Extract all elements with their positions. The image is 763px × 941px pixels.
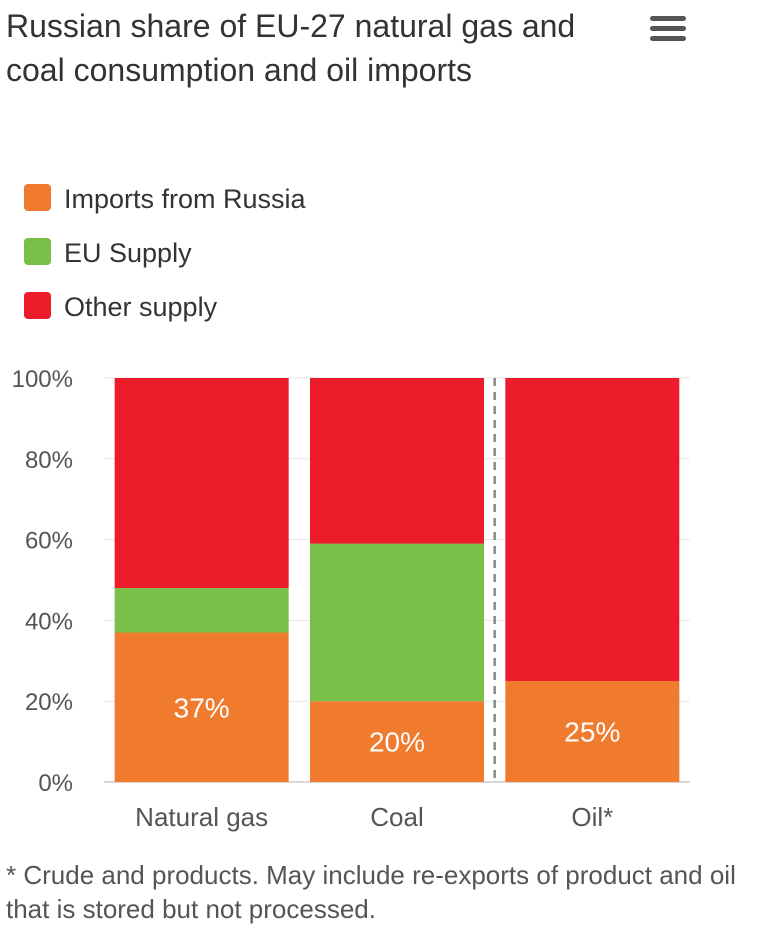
footnote: * Crude and products. May include re-exp…	[6, 860, 736, 924]
hamburger-menu-icon[interactable]	[650, 16, 686, 46]
bar-segment	[114, 378, 289, 589]
data-label: 25%	[564, 717, 620, 748]
legend-label: Imports from Russia	[64, 184, 306, 214]
stacked-bar-chart: 0% 20% 40% 60% 80% 100% 37% Natural gas 20% Coal 2…	[12, 366, 690, 832]
x-tick-label: Oil*	[571, 802, 613, 832]
y-tick-label: 20%	[25, 689, 73, 716]
legend-swatch	[24, 292, 51, 319]
y-tick-label: 0%	[38, 770, 73, 797]
y-tick-label: 100%	[12, 366, 73, 393]
legend-label: EU Supply	[64, 238, 192, 268]
legend-swatch	[24, 238, 51, 265]
bar-segment	[310, 378, 484, 544]
legend-swatch	[24, 184, 51, 211]
bar-segment	[505, 681, 680, 782]
bar-segment	[114, 588, 289, 633]
y-tick-label: 80%	[25, 447, 73, 474]
y-tick-label: 40%	[25, 608, 73, 635]
data-label: 37%	[174, 692, 230, 723]
x-tick-label: Natural gas	[135, 802, 268, 832]
legend-label: Other supply	[64, 292, 218, 322]
y-tick-label: 60%	[25, 528, 73, 555]
bar-segment	[310, 701, 484, 782]
bar-segment	[505, 378, 680, 681]
bar-segment	[114, 632, 289, 782]
chart-title: Russian share of EU-27 natural gas and c…	[6, 8, 576, 88]
x-tick-label: Coal	[370, 802, 423, 832]
bar-segment	[310, 543, 484, 702]
data-label: 20%	[369, 727, 425, 758]
